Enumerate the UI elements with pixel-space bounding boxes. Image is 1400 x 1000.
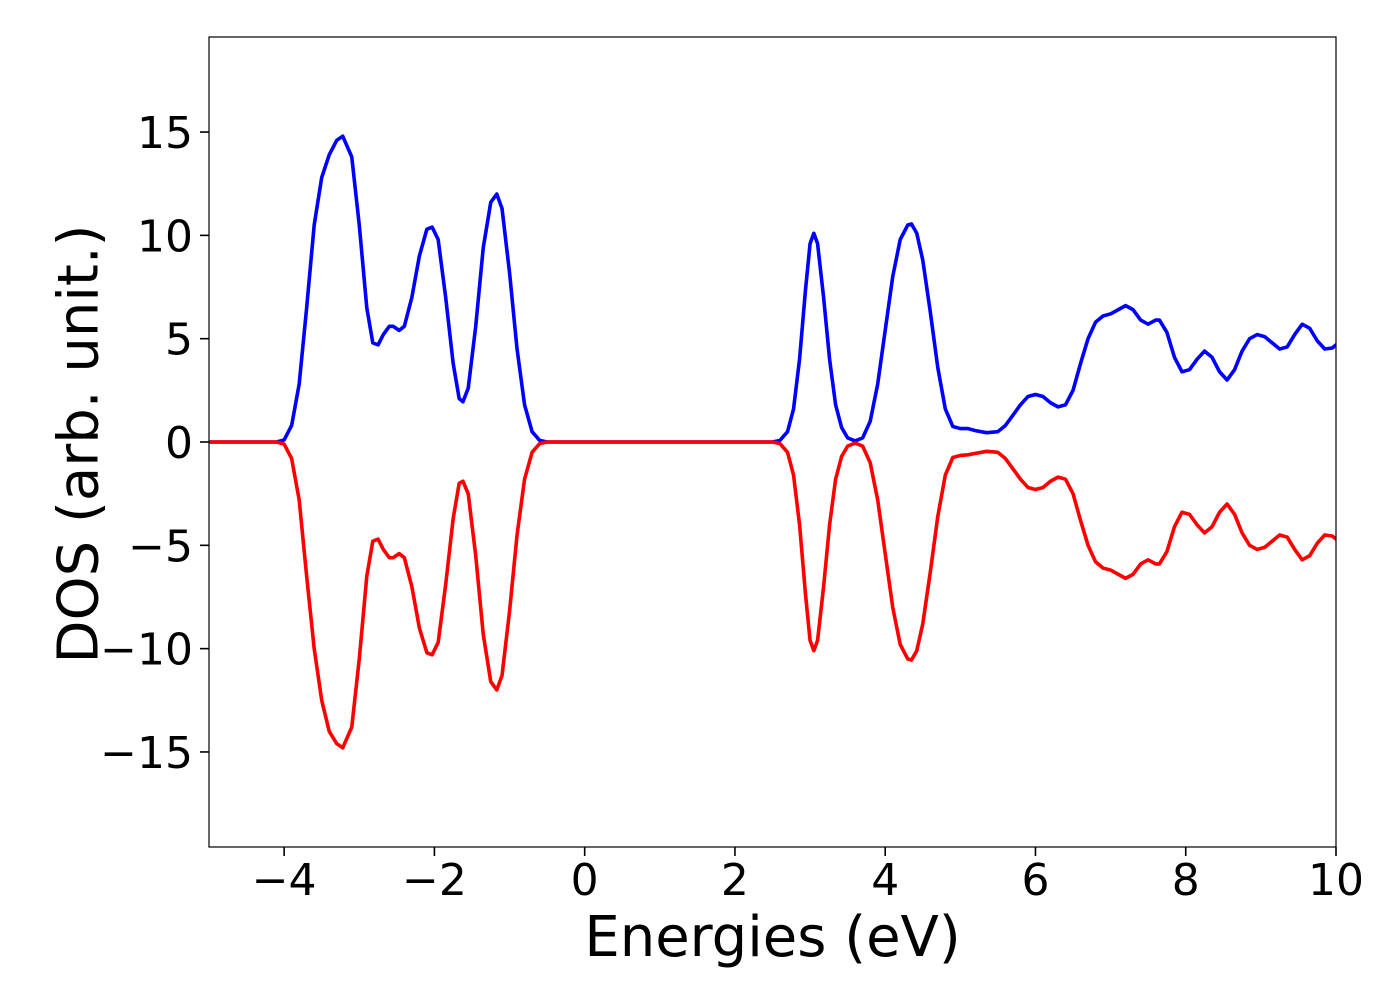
y-axis-label: DOS (arb. unit.)	[47, 224, 112, 663]
series-layer	[209, 134, 1336, 750]
x-tick-label: 0	[571, 855, 599, 906]
x-tick-label: −2	[402, 855, 467, 906]
y-tick-label: 5	[165, 315, 193, 366]
y-tick-label: 0	[165, 418, 193, 469]
y-tick-label: 15	[137, 108, 193, 159]
y-tick-label: −15	[100, 728, 193, 779]
x-tick-label: 2	[721, 855, 749, 906]
series-line-blue	[209, 134, 1336, 444]
x-axis: −4 −2 0 2 4 6 8 10	[252, 847, 1364, 906]
x-tick-label: −4	[252, 855, 317, 906]
x-tick-label: 6	[1021, 855, 1049, 906]
x-tick-label: 10	[1308, 855, 1364, 906]
x-axis-label: Energies (eV)	[584, 905, 960, 970]
y-tick-label: −5	[128, 521, 193, 572]
x-tick-label: 4	[871, 855, 899, 906]
y-axis: −15 −10 −5 0 5 10 15	[100, 108, 209, 779]
y-tick-label: 10	[137, 211, 193, 262]
x-tick-label: 8	[1172, 855, 1200, 906]
y-tick-label: −10	[100, 625, 193, 676]
series-line-red	[209, 440, 1336, 750]
